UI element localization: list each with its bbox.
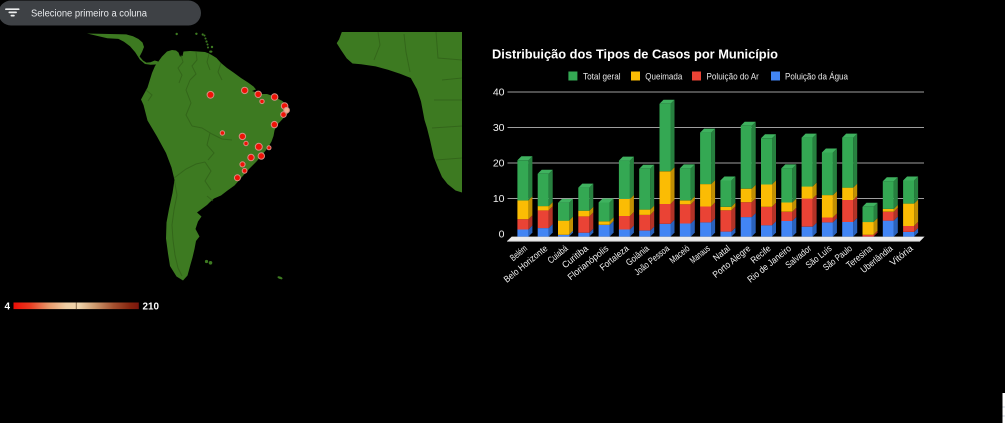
svg-text:40: 40: [493, 87, 505, 99]
svg-text:Poluição da Água: Poluição da Água: [785, 71, 849, 81]
svg-text:Total geral: Total geral: [583, 71, 621, 81]
svg-text:210: 210: [143, 302, 160, 313]
svg-text:20: 20: [493, 158, 505, 170]
svg-text:Selecione primeiro a coluna: Selecione primeiro a coluna: [31, 8, 147, 19]
svg-text:10: 10: [493, 193, 505, 205]
svg-text:4: 4: [5, 302, 11, 313]
svg-text:Poluição do Ar: Poluição do Ar: [707, 71, 759, 81]
svg-text:30: 30: [493, 122, 505, 134]
svg-text:Queimada: Queimada: [645, 71, 683, 81]
svg-text:0: 0: [499, 228, 505, 240]
svg-text:Distribuição dos Tipos de Caso: Distribuição dos Tipos de Casos por Muni…: [492, 47, 778, 62]
